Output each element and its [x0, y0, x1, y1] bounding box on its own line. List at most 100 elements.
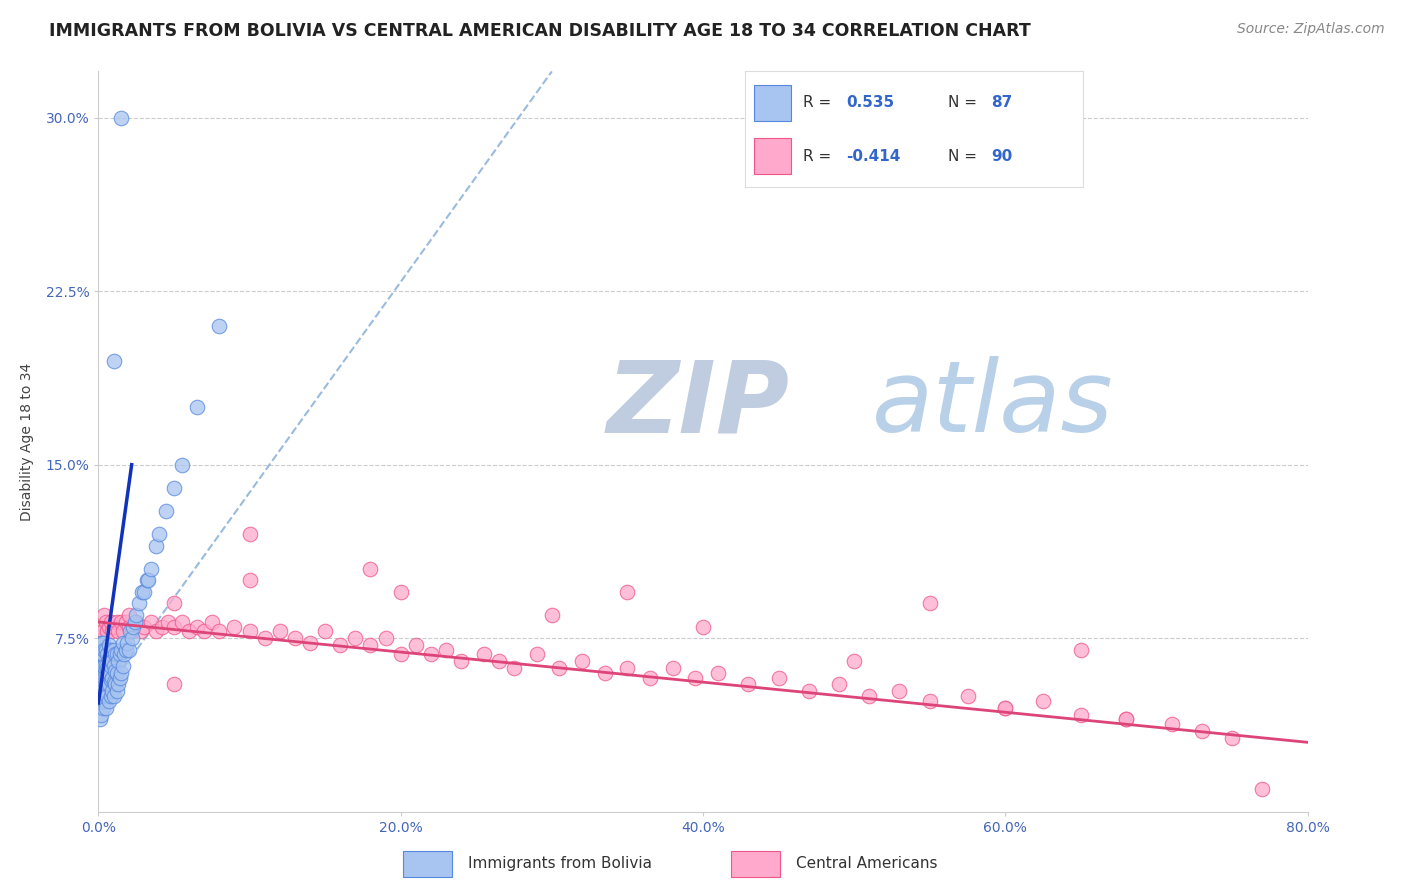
Point	[128, 597, 150, 611]
Point	[918, 597, 941, 611]
Text: N =: N =	[948, 148, 981, 163]
Point	[314, 624, 336, 639]
Point	[488, 654, 510, 668]
Point	[114, 642, 136, 657]
Point	[797, 684, 820, 698]
Point	[111, 624, 134, 639]
Point	[89, 654, 111, 668]
Point	[90, 689, 112, 703]
Point	[1070, 642, 1092, 657]
Point	[918, 694, 941, 708]
Point	[90, 619, 112, 633]
Point	[284, 631, 307, 645]
Point	[91, 665, 114, 680]
Point	[93, 682, 115, 697]
Point	[1115, 712, 1137, 726]
Point	[100, 673, 122, 687]
Point	[616, 585, 638, 599]
Point	[141, 615, 163, 629]
Point	[239, 527, 262, 541]
Point	[105, 615, 128, 629]
Point	[1220, 731, 1243, 745]
Point	[170, 615, 193, 629]
Point	[638, 671, 661, 685]
Point	[121, 631, 143, 645]
Text: Central Americans: Central Americans	[796, 855, 938, 871]
Point	[89, 665, 111, 680]
Point	[104, 648, 127, 662]
Point	[156, 615, 179, 629]
Point	[193, 624, 215, 639]
Point	[374, 631, 396, 645]
Point	[405, 638, 427, 652]
Point	[94, 700, 117, 714]
Text: ZIP: ZIP	[606, 356, 789, 453]
Point	[420, 648, 443, 662]
Point	[110, 665, 132, 680]
Point	[360, 562, 382, 576]
Point	[186, 400, 208, 414]
Text: -0.414: -0.414	[846, 148, 901, 163]
Point	[101, 654, 124, 668]
Point	[1032, 694, 1054, 708]
Point	[145, 539, 167, 553]
Text: IMMIGRANTS FROM BOLIVIA VS CENTRAL AMERICAN DISABILITY AGE 18 TO 34 CORRELATION : IMMIGRANTS FROM BOLIVIA VS CENTRAL AMERI…	[49, 22, 1031, 40]
Point	[114, 615, 136, 629]
Point	[239, 574, 262, 588]
Point	[104, 664, 127, 678]
Point	[103, 675, 125, 690]
Point	[120, 624, 142, 639]
Point	[96, 648, 118, 662]
Point	[163, 677, 186, 691]
Point	[91, 700, 114, 714]
Point	[108, 671, 131, 685]
Point	[155, 504, 177, 518]
Point	[135, 574, 157, 588]
Point	[90, 665, 112, 680]
Point	[208, 624, 231, 639]
Point	[145, 624, 167, 639]
Point	[389, 585, 412, 599]
Point	[90, 648, 112, 662]
Point	[110, 642, 132, 657]
Point	[118, 642, 141, 657]
Point	[111, 636, 134, 650]
Text: R =: R =	[803, 148, 835, 163]
Point	[163, 481, 186, 495]
Point	[100, 689, 122, 703]
Point	[389, 648, 412, 662]
Point	[101, 624, 124, 639]
Point	[269, 624, 291, 639]
Point	[503, 661, 526, 675]
Point	[89, 638, 111, 652]
Point	[661, 661, 683, 675]
Point	[828, 677, 851, 691]
Point	[179, 624, 201, 639]
Point	[118, 619, 141, 633]
Point	[100, 659, 122, 673]
Point	[148, 527, 170, 541]
Point	[201, 615, 224, 629]
Point	[768, 671, 790, 685]
Point	[1160, 716, 1182, 731]
Point	[93, 694, 115, 708]
Point	[108, 648, 131, 662]
Point	[96, 661, 118, 675]
Point	[91, 648, 114, 662]
Point	[89, 677, 111, 691]
Point	[89, 631, 111, 645]
Point	[858, 689, 880, 703]
Point	[100, 615, 122, 629]
Point	[239, 624, 262, 639]
Point	[1115, 712, 1137, 726]
Point	[104, 677, 127, 691]
Point	[994, 700, 1017, 714]
Point	[96, 624, 118, 639]
Point	[103, 353, 125, 368]
Text: Immigrants from Bolivia: Immigrants from Bolivia	[468, 855, 652, 871]
Point	[89, 712, 111, 726]
Point	[103, 689, 125, 703]
Point	[360, 638, 382, 652]
Point	[103, 659, 125, 673]
Point	[107, 677, 129, 691]
